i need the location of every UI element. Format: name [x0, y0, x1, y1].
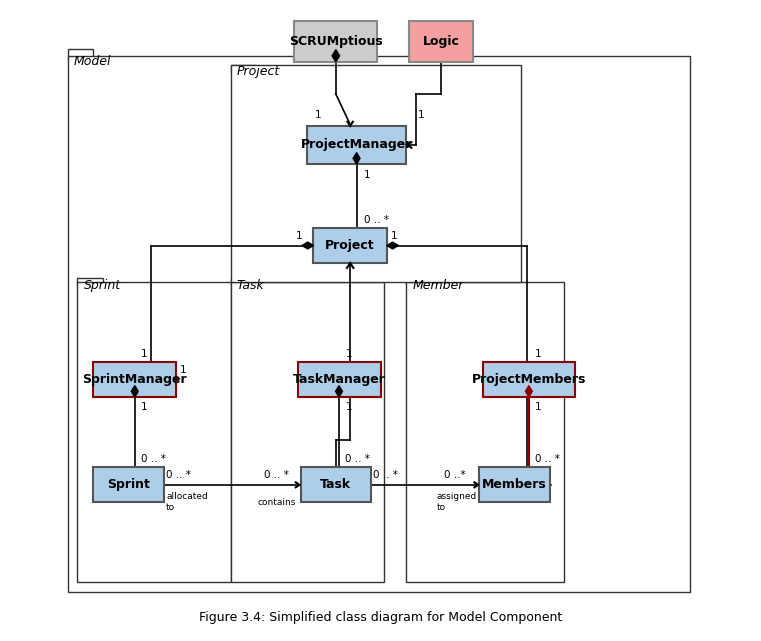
- Polygon shape: [302, 242, 314, 249]
- Text: 1: 1: [365, 170, 371, 180]
- Text: 1: 1: [142, 402, 148, 412]
- FancyBboxPatch shape: [295, 21, 377, 62]
- Polygon shape: [353, 153, 360, 164]
- FancyBboxPatch shape: [406, 278, 431, 285]
- Text: ProjectMembers: ProjectMembers: [472, 373, 586, 386]
- FancyBboxPatch shape: [314, 228, 387, 263]
- FancyBboxPatch shape: [231, 65, 256, 73]
- FancyBboxPatch shape: [68, 49, 94, 59]
- FancyBboxPatch shape: [68, 56, 690, 592]
- FancyBboxPatch shape: [479, 467, 549, 503]
- Text: 0 ..*: 0 ..*: [444, 470, 466, 481]
- Text: Figure 3.4: Simplified class diagram for Model Component: Figure 3.4: Simplified class diagram for…: [199, 611, 562, 624]
- Text: 0 .. *: 0 .. *: [166, 470, 191, 481]
- Text: assigned
to: assigned to: [437, 492, 477, 512]
- Text: 0 .. *: 0 .. *: [142, 454, 166, 464]
- Text: 1: 1: [345, 402, 352, 412]
- Polygon shape: [336, 386, 342, 397]
- Text: Model: Model: [74, 55, 112, 69]
- FancyBboxPatch shape: [94, 362, 177, 397]
- FancyBboxPatch shape: [301, 467, 371, 503]
- FancyBboxPatch shape: [298, 362, 380, 397]
- FancyBboxPatch shape: [231, 278, 253, 285]
- FancyBboxPatch shape: [78, 282, 231, 582]
- Text: 1: 1: [345, 349, 352, 359]
- Text: Sprint: Sprint: [107, 478, 150, 492]
- Text: 1: 1: [180, 365, 186, 375]
- Polygon shape: [332, 49, 339, 62]
- Text: Logic: Logic: [422, 35, 460, 48]
- FancyBboxPatch shape: [409, 21, 473, 62]
- Polygon shape: [525, 386, 533, 397]
- Text: 1: 1: [535, 349, 542, 359]
- Text: 0 .. *: 0 .. *: [365, 215, 389, 225]
- FancyBboxPatch shape: [78, 278, 103, 285]
- FancyBboxPatch shape: [307, 126, 406, 164]
- Text: 1: 1: [535, 402, 542, 412]
- FancyBboxPatch shape: [94, 467, 164, 503]
- Text: 1: 1: [315, 110, 322, 120]
- Text: 1: 1: [418, 110, 424, 120]
- Text: TaskManager: TaskManager: [292, 373, 386, 386]
- Text: SprintManager: SprintManager: [82, 373, 187, 386]
- Polygon shape: [132, 386, 139, 397]
- Text: Sprint: Sprint: [84, 279, 121, 292]
- Text: 0 .. *: 0 .. *: [535, 454, 560, 464]
- Text: contains: contains: [257, 498, 296, 507]
- FancyBboxPatch shape: [231, 282, 384, 582]
- Text: Members: Members: [482, 478, 547, 492]
- Polygon shape: [387, 242, 398, 249]
- FancyBboxPatch shape: [406, 282, 565, 582]
- Text: Project: Project: [326, 239, 375, 252]
- FancyBboxPatch shape: [482, 362, 575, 397]
- Text: Member: Member: [412, 279, 463, 292]
- Text: Task: Task: [320, 478, 352, 492]
- Text: allocated
to: allocated to: [166, 492, 208, 512]
- Text: Project: Project: [237, 65, 280, 78]
- Text: ProjectManager: ProjectManager: [301, 138, 412, 151]
- Text: 0 .. *: 0 .. *: [345, 454, 371, 464]
- Text: 0 .. *: 0 .. *: [264, 470, 288, 481]
- Text: SCRUMptious: SCRUMptious: [289, 35, 383, 48]
- Text: 1: 1: [390, 231, 397, 241]
- Text: 1: 1: [295, 231, 302, 241]
- Text: Task: Task: [237, 279, 265, 292]
- FancyBboxPatch shape: [231, 65, 521, 282]
- Text: 1: 1: [142, 349, 148, 359]
- Text: 0 .. *: 0 .. *: [374, 470, 398, 481]
